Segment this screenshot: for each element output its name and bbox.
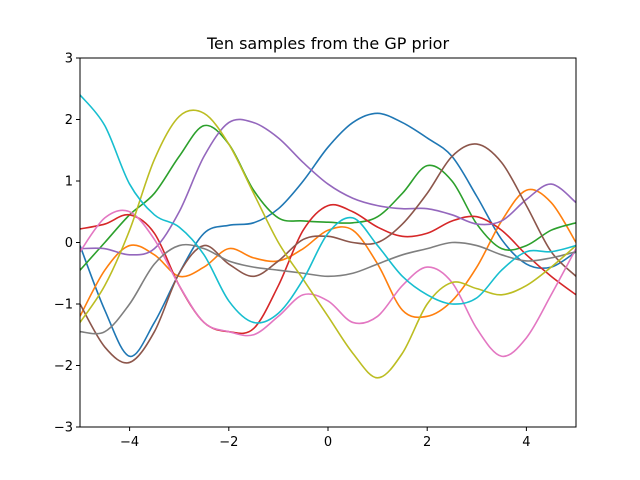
y-tick-label: 2 bbox=[65, 113, 73, 128]
series-line-8 bbox=[80, 241, 576, 335]
y-tick-label: 3 bbox=[65, 52, 73, 67]
series-line-9 bbox=[80, 109, 576, 379]
chart-title: Ten samples from the GP prior bbox=[206, 34, 449, 53]
y-tick-label: −3 bbox=[54, 421, 73, 436]
axis-ticks: −4 −2 0 2 4 −3 −2 −1 0 1 2 3 bbox=[54, 52, 531, 451]
x-tick-label: 2 bbox=[423, 435, 431, 450]
series-line-5 bbox=[80, 118, 576, 256]
x-tick-label: 0 bbox=[324, 435, 332, 450]
series-lines bbox=[80, 94, 576, 379]
series-line-1 bbox=[80, 112, 576, 358]
series-line-6 bbox=[80, 143, 576, 364]
series-line-3 bbox=[80, 124, 576, 271]
plot-frame bbox=[79, 57, 577, 428]
y-tick-label: −2 bbox=[54, 359, 73, 374]
series-line-2 bbox=[80, 188, 576, 319]
y-tick-label: 0 bbox=[65, 236, 73, 251]
y-tick-label: −1 bbox=[54, 298, 73, 313]
series-line-7 bbox=[80, 209, 576, 358]
x-tick-label: 4 bbox=[522, 435, 530, 450]
series-line-10 bbox=[80, 94, 576, 324]
x-tick-label: −2 bbox=[219, 435, 238, 450]
y-tick-label: 1 bbox=[65, 175, 73, 190]
x-tick-label: −4 bbox=[120, 435, 139, 450]
series-line-4 bbox=[80, 203, 576, 335]
